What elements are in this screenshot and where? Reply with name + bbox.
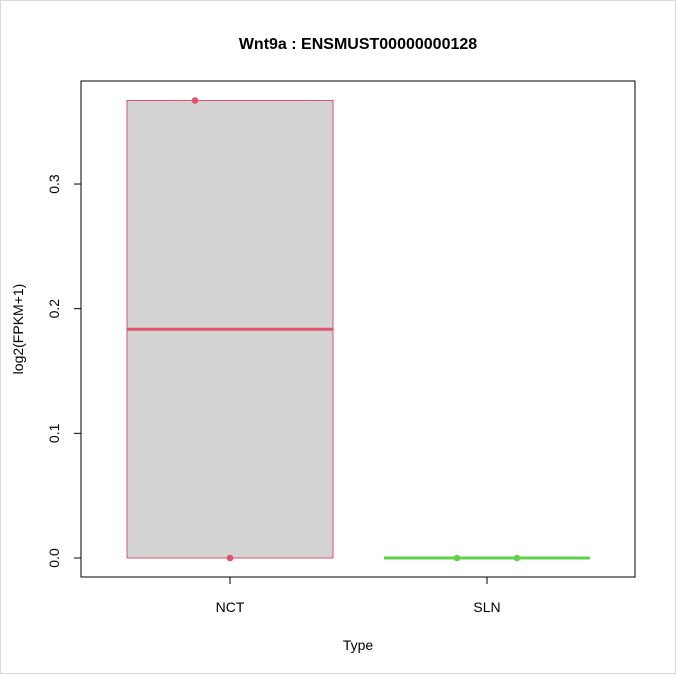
y-tick-label: 0.3 [46, 174, 62, 194]
data-point [226, 554, 234, 562]
y-tick-label: 0.0 [46, 548, 62, 568]
x-axis-label: Type [343, 637, 374, 653]
plot-area [126, 97, 590, 562]
data-point [191, 97, 199, 104]
x-tick-label: NCT [216, 599, 245, 615]
data-point [513, 554, 521, 562]
x-axis: NCT SLN [216, 576, 501, 615]
chart-title: Wnt9a : ENSMUST00000000128 [239, 36, 477, 53]
y-tick-label: 0.1 [46, 423, 62, 443]
x-tick-label: SLN [473, 599, 500, 615]
y-tick-label: 0.2 [46, 299, 62, 319]
y-axis: 0.0 0.1 0.2 0.3 [46, 174, 82, 568]
box-nct [126, 100, 334, 559]
data-point [453, 554, 461, 562]
y-axis-label: log2(FPKM+1) [10, 284, 26, 375]
